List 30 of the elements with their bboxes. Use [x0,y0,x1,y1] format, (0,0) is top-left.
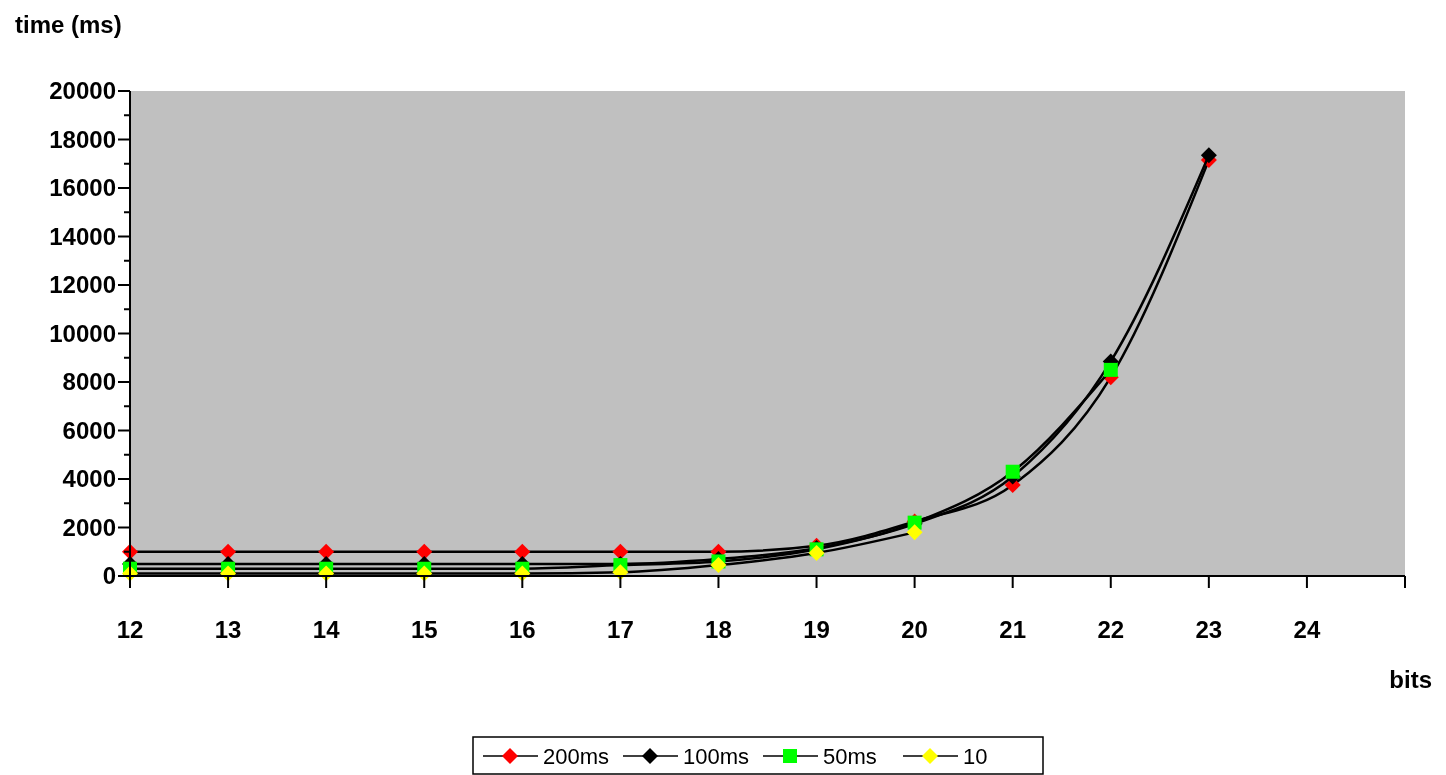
x-tick-label: 17 [607,616,634,643]
y-tick-label: 0 [102,562,116,590]
x-tick-label: 21 [999,616,1027,643]
legend-label: 50ms [823,743,877,769]
x-axis-title: bits [1389,666,1432,693]
x-tick-label: 13 [214,616,242,643]
y-tick-label: 8000 [62,368,116,396]
x-tick-label: 20 [901,616,928,643]
y-tick-label: 2000 [62,513,116,541]
y-tick-label: 10000 [49,319,116,347]
x-tick-label: 16 [508,616,536,643]
legend-label: 200ms [543,743,610,769]
x-tick-label: 24 [1293,616,1321,643]
legend-label: 10 [963,743,988,769]
y-axis-title: time (ms) [15,11,122,38]
y-tick-label: 20000 [49,77,116,105]
y-tick-label: 18000 [49,125,116,153]
x-tick-label: 22 [1097,616,1125,643]
x-tick-label: 14 [312,616,341,643]
x-tick-label: 15 [410,616,438,643]
x-tick-label: 18 [705,616,732,643]
y-tick-label: 16000 [49,174,116,202]
legend-label: 100ms [683,743,750,769]
x-tick-label: 23 [1195,616,1223,643]
x-tick-label: 12 [116,616,144,643]
x-tick-label: 19 [803,616,830,643]
y-tick-label: 14000 [49,222,116,250]
y-tick-label: 12000 [49,271,116,299]
y-tick-label: 6000 [62,416,116,444]
y-tick-label: 4000 [62,465,116,493]
